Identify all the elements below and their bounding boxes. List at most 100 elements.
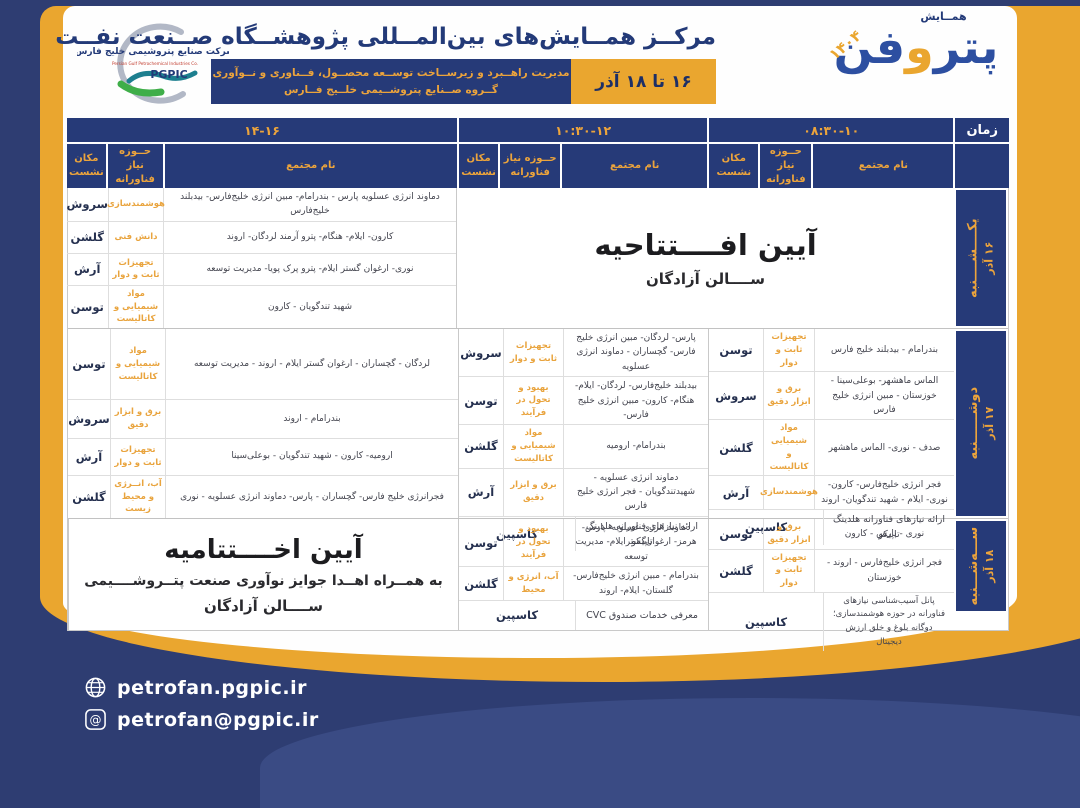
day1-slot3-block: دماوند انرژی عسلویه پارس - بندرامام- مبی…	[66, 188, 456, 328]
session-location: سروش	[460, 345, 502, 360]
closing-ceremony-cell: آیین اخــــتتامیه به همــراه اهــدا جوای…	[68, 519, 458, 630]
session-location: سروش	[68, 411, 110, 426]
session-location: توسن	[70, 299, 104, 314]
merged-session-title: پانل آسیب‌شناسی نیازهای فناورانه در حوزه…	[823, 592, 954, 652]
session-location: سروش	[715, 388, 757, 403]
table-row: نوری - پارس - کارون برق و ابزار دقیق توس…	[709, 519, 954, 549]
petrofan-logo: همــایش پتروفن ۱۴۰۴	[821, 6, 1011, 116]
table-row: صدف - نوری- الماس ماهشهر مواد شیمیایی و …	[709, 419, 954, 476]
table-row: فجر انرژی خلیج‌فارس- کارون- نوری- ایلام …	[709, 475, 954, 510]
need-area: تجهیزات ثابت و دوار	[763, 549, 814, 592]
table-row: بندرامام- ارومیه مواد شیمیایی و کاتالیست…	[459, 424, 708, 468]
footer-contacts: petrofan.pgpic.ir @ petrofan@pgpic.ir	[84, 676, 319, 740]
complex-names: نوری - پارس - کارون	[814, 519, 954, 549]
zaman-header-spacer	[955, 144, 1009, 188]
table-row: بیدبلند خلیج‌فارس- لردگان- ایلام- هنگام-…	[459, 376, 708, 425]
closing-ceremony-subtitle: به همــراه اهــدا جوایز نوآوری صنعت پتــ…	[84, 572, 443, 589]
session-location: آرش	[75, 449, 103, 464]
table-row: دماوند انرژی عسلویه پارس - بندرامام- مبی…	[67, 188, 456, 221]
petrofan-name-part3: فن	[833, 20, 908, 74]
session-location: آرش	[722, 485, 750, 500]
header-subtitle-row: مدیریت راهــبرد و زیرســاخت توســعه محصـ…	[211, 59, 716, 104]
session-location: آرش	[467, 485, 495, 500]
col-header-loc: مکان نشست	[709, 144, 759, 188]
email-row[interactable]: @ petrofan@pgpic.ir	[84, 708, 319, 731]
session-location: سروش	[66, 197, 108, 212]
session-location: کاسپین	[495, 608, 539, 623]
need-area: بهبود و تحول در فرآیند	[503, 377, 563, 425]
complex-names: پارس- لردگان- مبین انرژی خلیج فارس- گچسا…	[563, 329, 708, 377]
merged-session-title: معرفی خدمات صندوق CVC	[575, 600, 708, 630]
petrofan-name-part1: پتر	[933, 20, 1001, 74]
day3-date: ۱۸ آذر	[982, 549, 996, 583]
day1-label-cell: یکــــشــــنبه ۱۶ آذر	[954, 188, 1008, 328]
day3-slot2-block: دماوند انرژی عسلویه- پارس- هرمز- ارغوان‌…	[458, 519, 708, 630]
need-area: برق و ابزار دقیق	[763, 519, 814, 549]
session-location: توسن	[464, 535, 498, 550]
col-header-name: نام مجتمع	[562, 144, 708, 188]
complex-names: فجر انرژی خلیج‌فارس- کارون- نوری- ایلام …	[814, 476, 954, 510]
table-row: ارومیه- کارون - شهید تندگویان - بوعلی‌سی…	[68, 437, 458, 475]
header-center: مرکــز همــایش‌های بین‌المــللی پژوهشــگ…	[55, 24, 717, 104]
time-column-header: زمان	[955, 118, 1009, 188]
session-location: کاسپین	[744, 614, 788, 629]
session-location: گلشن	[464, 576, 498, 591]
svg-text:PGPIC: PGPIC	[150, 68, 187, 81]
email-icon: @	[85, 709, 106, 730]
complex-names: فجر انرژی خلیج‌فارس - اروند - خوزستان	[814, 549, 954, 592]
complex-names: دماوند انرژی عسلویه- پارس- هرمز- ارغوان‌…	[563, 519, 708, 567]
complex-names: نوری- ارغوان گستر ایلام- پترو پرک پویا- …	[163, 253, 456, 285]
col-header-need: حــوزه نیاز فناورانه	[760, 144, 812, 188]
need-area: دانش فنی	[108, 221, 163, 253]
slot3-time: ۱۴-۱۶	[67, 118, 457, 142]
slot2-subheaders: نام مجتمع حــوزه نیاز فناورانه مکان نشست	[459, 144, 708, 188]
need-area: برق و ابزار دقیق	[763, 372, 814, 420]
table-row: فجر انرژی خلیج‌فارس - اروند - خوزستان تج…	[709, 548, 954, 592]
table-row: بندرامام - اروند برق و ابزار دقیق سروش	[68, 399, 458, 438]
slot2-time: ۱۰:۳۰-۱۲	[459, 118, 708, 142]
session-location: توسن	[464, 393, 498, 408]
need-area: برق و ابزار دقیق	[110, 400, 165, 438]
email-address[interactable]: petrofan@pgpic.ir	[117, 708, 319, 731]
table-row: بندرامام - بیدبلند خلیج فارس تجهیزات ثاب…	[709, 329, 954, 372]
need-area: مواد شیمیایی و کاتالیست	[110, 329, 165, 400]
department-box: مدیریت راهــبرد و زیرســاخت توســعه محصـ…	[211, 59, 571, 104]
day2-name: دوشــــــنبه	[965, 387, 981, 460]
merged-session-title: ارائه نیازهای فناورانه هلدینگ تاپیکو	[823, 510, 954, 545]
need-area: هوشمندسازی	[760, 476, 818, 510]
day1-band: یکــــشــــنبه ۱۶ آذر آیین افــــتتاحیه …	[66, 188, 1008, 328]
svg-text:Persian Gulf Petrochemical Ind: Persian Gulf Petrochemical Industries Co…	[112, 61, 198, 66]
session-location: کاسپین	[495, 526, 539, 541]
content-card: شرکت صنایع پتروشیمی خلیج فارس Persian Gu…	[55, 6, 1017, 658]
complex-names: لردگان - گچساران - ارغوان گستر ایلام - ا…	[165, 329, 458, 400]
slot1-header: ۰۸:۳۰-۱۰ نام مجتمع حــوزه نیاز فناورانه …	[709, 118, 954, 188]
zaman-header-cell: زمان	[955, 118, 1009, 142]
session-location: گلشن	[72, 489, 106, 504]
closing-ceremony-hall: ســــالن آزادگان	[203, 596, 324, 615]
session-location: توسن	[72, 357, 106, 372]
need-area: آب، انــرژی و محیط زیست	[110, 475, 165, 518]
schedule-table: زمان ۰۸:۳۰-۱۰ نام مجتمع حــوزه نیاز فناو…	[66, 118, 1009, 652]
website-url[interactable]: petrofan.pgpic.ir	[117, 676, 308, 699]
department-line1: مدیریت راهــبرد و زیرســاخت توســعه محصـ…	[212, 66, 570, 79]
complex-names: کارون- ایلام- هنگام- پترو آرمند لردگان- …	[163, 221, 456, 253]
col-header-need: حــوزه نیاز فناورانه	[107, 144, 163, 188]
col-header-need: حــوزه نیاز فناورانه	[500, 144, 561, 188]
session-location: کاسپین	[744, 520, 788, 535]
day2-band: دوشــــــنبه ۱۷ آذر بندرامام - بیدبلند خ…	[68, 328, 1008, 552]
session-location: توسن	[719, 343, 753, 358]
pgpic-logo: شرکت صنایع پتروشیمی خلیج فارس Persian Gu…	[75, 18, 235, 112]
day3-band: ســـه‌شـــنبه ۱۸ آذر نوری - پارس - کارون…	[68, 518, 1008, 652]
complex-names: بندرامام- ارومیه	[563, 425, 708, 468]
complex-names: بندرامام - بیدبلند خلیج فارس	[814, 329, 954, 372]
complex-names: بندرامام - مبین انرژی خلیج‌فارس- گلستان-…	[563, 567, 708, 600]
table-row: نوری- ارغوان گستر ایلام- پترو پرک پویا- …	[66, 252, 456, 285]
website-row[interactable]: petrofan.pgpic.ir	[84, 676, 319, 699]
need-area: تجهیزات ثابت و دوار	[108, 253, 163, 285]
day2-slot1-block: بندرامام - بیدبلند خلیج فارس تجهیزات ثاب…	[708, 329, 954, 545]
col-header-name: نام مجتمع	[164, 144, 457, 188]
complex-names: ارومیه- کارون - شهید تندگویان - بوعلی‌سی…	[165, 438, 458, 475]
need-area: هوشمندسازی	[107, 188, 165, 221]
globe-icon	[85, 677, 106, 698]
table-row: لردگان - گچساران - ارغوان گستر ایلام - ا…	[68, 329, 458, 400]
